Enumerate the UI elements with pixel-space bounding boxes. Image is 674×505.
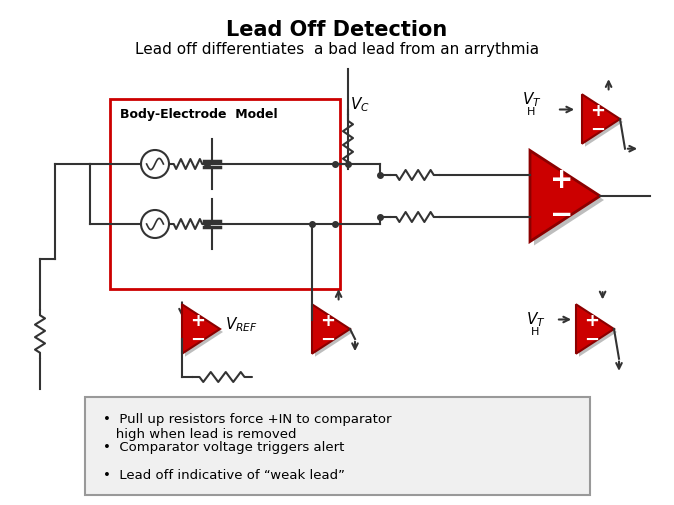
Polygon shape [582,95,620,144]
Text: Lead Off Detection: Lead Off Detection [226,20,448,40]
Text: −: − [319,330,335,348]
Text: H: H [531,327,539,337]
Polygon shape [182,305,220,354]
Text: Body-Electrode  Model: Body-Electrode Model [120,108,278,121]
Text: −: − [584,330,599,348]
Text: −: − [189,330,205,348]
Polygon shape [315,308,353,357]
Text: •  Comparator voltage triggers alert: • Comparator voltage triggers alert [103,440,344,453]
Text: $V_T$: $V_T$ [526,310,546,328]
Polygon shape [576,305,614,354]
Polygon shape [585,98,623,147]
Text: +: + [189,311,205,329]
Text: −: − [550,200,573,228]
Text: Lead off differentiates  a bad lead from an arrythmia: Lead off differentiates a bad lead from … [135,42,539,57]
Text: $V_C$: $V_C$ [350,95,370,114]
Text: −: − [590,120,605,138]
Text: +: + [550,165,573,193]
Text: +: + [584,311,599,329]
Polygon shape [185,308,223,357]
Text: +: + [590,102,605,119]
Text: •  Pull up resistors force +IN to comparator
   high when lead is removed: • Pull up resistors force +IN to compara… [103,412,392,440]
Text: $V_{REF}$: $V_{REF}$ [225,315,258,334]
Bar [110,100,340,289]
Polygon shape [312,305,350,354]
Text: $V_T$: $V_T$ [522,90,542,109]
Text: +: + [319,311,335,329]
Polygon shape [579,308,617,357]
Bar [85,397,590,495]
Polygon shape [530,151,600,242]
Text: H: H [527,107,535,117]
Polygon shape [534,155,604,246]
Text: •  Lead off indicative of “weak lead”: • Lead off indicative of “weak lead” [103,468,345,481]
